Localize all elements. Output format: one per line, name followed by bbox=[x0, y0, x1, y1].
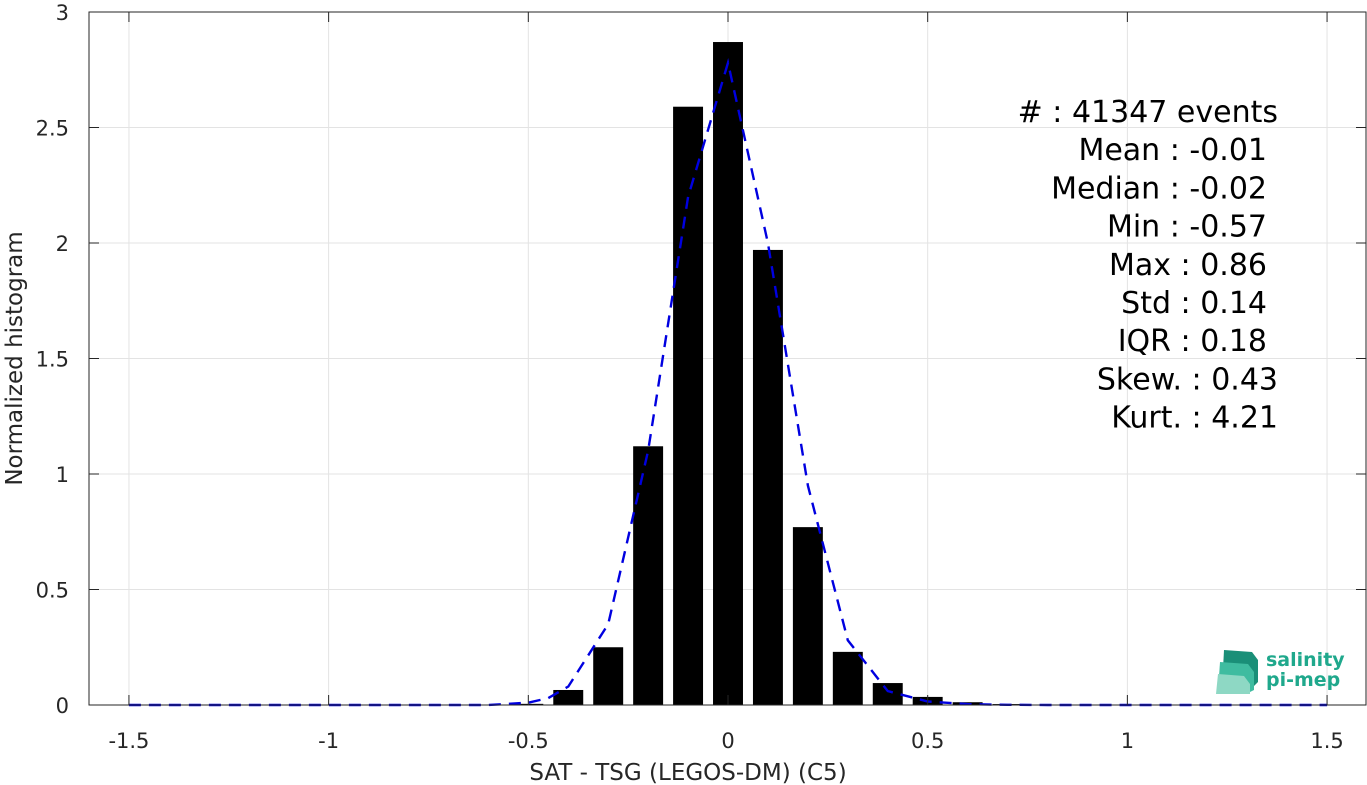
x-tick-label: 0 bbox=[721, 729, 734, 753]
y-tick-label: 1.5 bbox=[36, 348, 69, 372]
y-tick-label: 0 bbox=[56, 694, 69, 718]
stat-median: Median : -0.02 bbox=[1051, 171, 1267, 206]
stat-max: Max : 0.86 bbox=[1109, 248, 1267, 283]
stat-min: Min : -0.57 bbox=[1107, 210, 1267, 245]
x-axis-title: SAT - TSG (LEGOS-DM) (C5) bbox=[529, 760, 846, 785]
stat-kurt: Kurt. : 4.21 bbox=[1111, 401, 1278, 436]
y-tick-label: 2.5 bbox=[36, 117, 69, 141]
histogram-bar bbox=[593, 647, 624, 705]
logo-text-salinity: salinity bbox=[1266, 649, 1345, 671]
histogram-bar bbox=[673, 106, 704, 705]
histogram-bar bbox=[553, 689, 584, 705]
histogram-bar bbox=[792, 527, 823, 705]
stat-events: # : 41347 events bbox=[1018, 95, 1278, 130]
logo-text-pi-mep: pi-mep bbox=[1266, 669, 1340, 691]
histogram-bar bbox=[633, 446, 664, 705]
logo-icon bbox=[1216, 650, 1258, 694]
y-tick-label: 0.5 bbox=[36, 579, 69, 603]
bars bbox=[513, 42, 1023, 705]
y-tick-label: 1 bbox=[56, 463, 69, 487]
stat-iqr: IQR : 0.18 bbox=[1118, 324, 1267, 359]
salinity-pi-mep-logo: salinity pi-mep bbox=[1216, 649, 1345, 694]
axis-ticks: -1.5 -1 -0.5 0 0.5 1 1.5 0 0.5 1 1.5 2 2.5 3 bbox=[36, 1, 1366, 753]
x-tick-label: -1 bbox=[318, 729, 339, 753]
x-tick-label: 0.5 bbox=[911, 729, 944, 753]
y-tick-label: 3 bbox=[56, 1, 69, 25]
stat-skew: Skew. : 0.43 bbox=[1097, 362, 1278, 397]
histogram-bar bbox=[713, 42, 743, 705]
stat-std: Std : 0.14 bbox=[1121, 286, 1267, 321]
y-axis-title: Normalized histogram bbox=[2, 231, 28, 485]
stat-mean: Mean : -0.01 bbox=[1078, 133, 1267, 168]
stats-block: # : 41347 events Mean : -0.01 Median : -… bbox=[1018, 95, 1278, 436]
x-tick-label: 1 bbox=[1121, 729, 1134, 753]
histogram-bar bbox=[832, 651, 863, 705]
histogram-bar bbox=[872, 683, 903, 705]
histogram-bar bbox=[752, 249, 783, 705]
x-tick-label: -0.5 bbox=[508, 729, 549, 753]
x-tick-label: 1.5 bbox=[1310, 729, 1343, 753]
x-tick-label: -1.5 bbox=[108, 729, 149, 753]
y-tick-label: 2 bbox=[56, 232, 69, 256]
